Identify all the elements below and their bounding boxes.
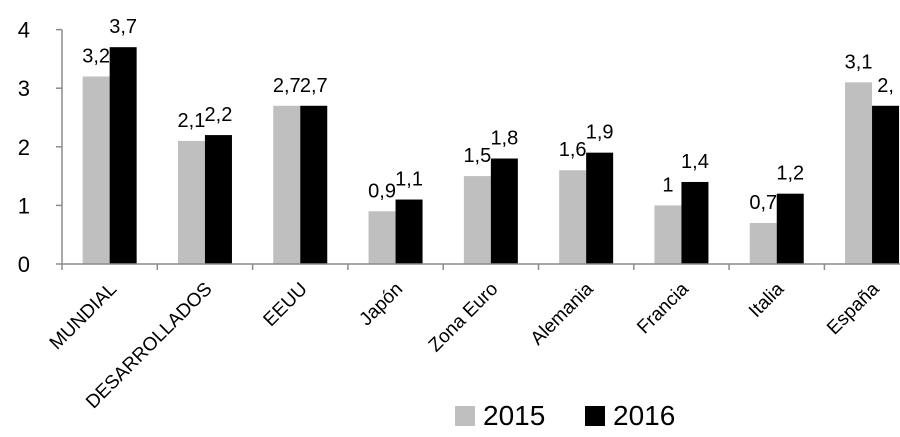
bar-2015: [654, 205, 682, 264]
bar-2016: [681, 181, 709, 264]
data-label-2015: 3,1: [845, 51, 873, 73]
y-axis: 0 1 2 3 4: [18, 18, 63, 277]
bars: [82, 47, 900, 265]
bar-2015: [82, 76, 110, 264]
data-label-2016: 2,: [877, 75, 894, 97]
data-label-2016: 1,2: [776, 163, 804, 185]
bar-2016: [872, 105, 900, 264]
x-category-label: Japón: [356, 279, 407, 330]
bar-2016: [395, 199, 423, 264]
bar-2016: [204, 135, 232, 264]
bar-2015: [368, 211, 396, 264]
data-label-2015: 2,1: [178, 110, 206, 132]
legend-label: 2015: [483, 400, 545, 431]
x-category-label: Zona Euro: [425, 279, 503, 357]
x-category-label: Italia: [745, 278, 789, 322]
x-category-label: España: [823, 278, 884, 339]
y-tick-label: 4: [18, 18, 30, 43]
bar-2015: [463, 176, 491, 264]
bar-2015: [845, 82, 873, 264]
data-label-2015: 3,2: [82, 45, 110, 67]
x-category-label: MUNDIAL: [46, 279, 121, 354]
data-label-2016: 1,1: [395, 169, 423, 191]
bar-2015: [559, 170, 587, 264]
data-label-2016: 3,7: [109, 16, 137, 38]
legend-swatch-2016: [585, 406, 605, 426]
y-tick-label: 1: [18, 193, 30, 218]
bar-2015: [749, 222, 777, 264]
data-label-2016: 2,7: [300, 75, 328, 97]
data-label-2015: 0,7: [749, 192, 777, 214]
data-label-2016: 1,9: [586, 122, 614, 144]
bar-2016: [300, 105, 328, 264]
data-label-2015: 1,6: [559, 139, 587, 161]
y-tick-label: 0: [18, 252, 30, 277]
data-label-2016: 2,2: [205, 104, 233, 126]
data-label-2015: 2,7: [273, 75, 301, 97]
y-tick-label: 2: [18, 135, 30, 160]
bar-2016: [776, 193, 804, 264]
x-category-label: Francia: [633, 278, 693, 338]
bar-2016: [490, 158, 518, 264]
data-label-2015: 1: [662, 174, 673, 196]
data-label-2015: 0,9: [368, 180, 396, 202]
x-category-label: EEUU: [260, 279, 312, 331]
bar-2016: [586, 152, 614, 264]
legend: 2015 2016: [455, 400, 675, 431]
bar-2015: [177, 140, 205, 264]
data-label-2016: 1,8: [490, 128, 518, 150]
bar-2016: [109, 47, 137, 265]
data-labels: 3,2 3,7 2,1 2,2 2,7 2,7 0,91,1 1,51,8 1,61,9 1 1,4…: [82, 16, 894, 214]
y-tick-label: 3: [18, 76, 30, 101]
data-label-2016: 1,4: [681, 151, 709, 173]
bar-2015: [273, 105, 301, 264]
legend-label: 2016: [613, 400, 675, 431]
x-category-label: Alemania: [527, 278, 598, 349]
data-label-2015: 1,5: [463, 145, 491, 167]
legend-swatch-2015: [455, 406, 475, 426]
